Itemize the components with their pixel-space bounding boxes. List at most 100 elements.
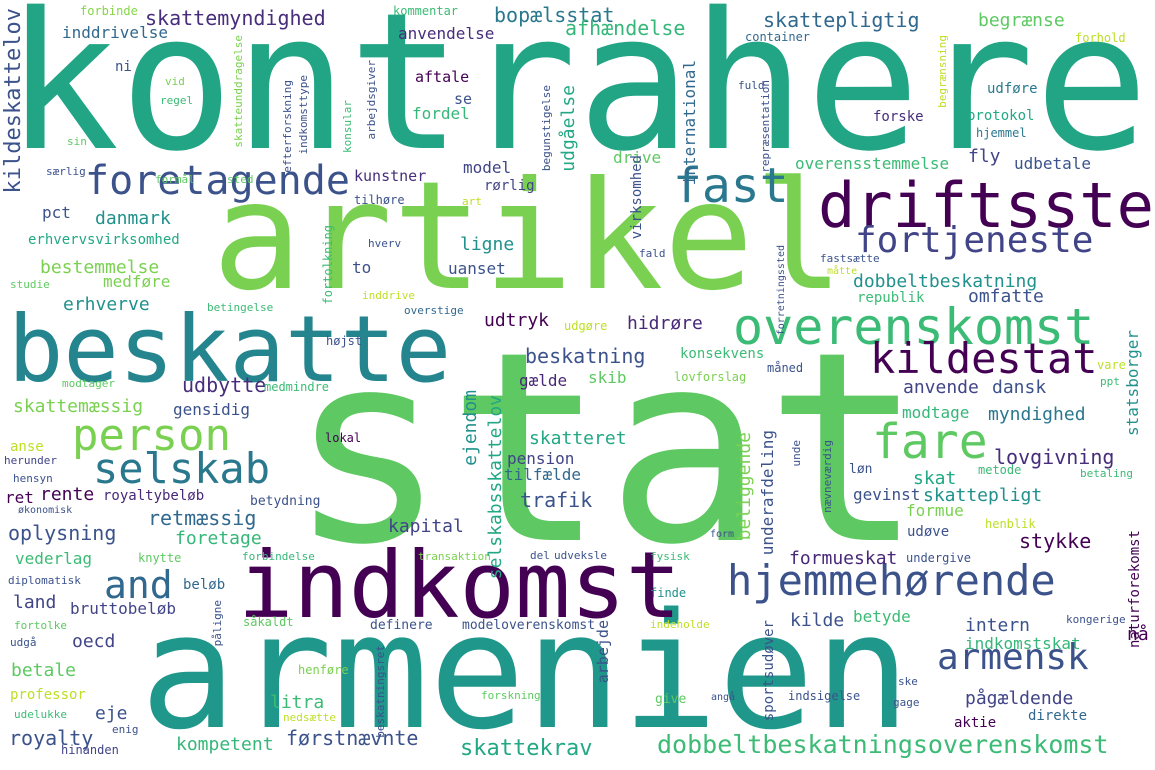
word-regel: regel <box>160 94 194 107</box>
word-indkomstskat: indkomstskat <box>965 634 1081 653</box>
word-arbejdsgiver: indkomsttype <box>297 75 310 155</box>
word-fald: fald <box>639 247 666 260</box>
word-intern: intern <box>965 615 1031 636</box>
word-gensidig: gensidig <box>173 400 251 419</box>
word-henblik: henblik <box>985 517 1036 531</box>
word-overstige: overstige <box>404 304 464 317</box>
word-pension: pension <box>507 449 575 468</box>
word-fastsaette: fastsætte <box>820 252 880 265</box>
word-bruttobelob: bruttobeløb <box>70 599 176 618</box>
word-skattemyndighed: skattemyndighed <box>145 6 326 30</box>
word-fare: fare <box>872 414 988 470</box>
word-na: nå <box>1127 624 1149 645</box>
word-definere: definere <box>370 618 433 633</box>
word-direkte: direkte <box>1028 708 1088 724</box>
word-hverv: hverv <box>368 237 402 250</box>
word-ret: ret <box>5 488 34 507</box>
word-fysisk: fysisk <box>650 550 690 563</box>
word-dobbeltbeskatning: dobbeltbeskatning <box>853 271 1038 292</box>
word-vid: vid <box>165 75 185 88</box>
word-sportsudover: arbejde <box>594 620 612 684</box>
word-skib: skib <box>588 368 627 387</box>
word-konsular: arbejdsgiver <box>365 60 378 140</box>
word-okonomisk: økonomisk <box>18 505 73 516</box>
word-overensstemmelse: overensstemmelse <box>795 154 950 173</box>
word-selskab: selskab <box>93 444 271 493</box>
word-fortjeneste: fortjeneste <box>855 220 1094 261</box>
word-begraensning: repræsentation <box>759 80 772 173</box>
word-danmark: danmark <box>95 208 171 229</box>
word-formueskat: formueskat <box>789 548 898 569</box>
word-skatteregel: nævneværdig <box>821 440 834 513</box>
word-lon: løn <box>849 462 873 477</box>
word-efterforskning: skatteunddragelse <box>232 35 245 148</box>
word-vederlag: vederlag <box>15 549 93 568</box>
word-udove: udøve <box>907 524 950 540</box>
word-fuld: fuld <box>738 79 765 92</box>
word-ske: ske <box>898 675 918 688</box>
word-forbinde: forbinde <box>80 4 138 18</box>
word-betaling: betaling <box>1080 467 1133 480</box>
word-ligne: ligne <box>460 234 515 255</box>
word-to: to <box>352 258 372 277</box>
word-afhaendelse: afhændelse <box>565 16 686 40</box>
word-sted: sted <box>227 173 254 186</box>
word-royaltybelob: royaltybeløb <box>103 488 205 504</box>
word-gaelde: gælde <box>519 371 568 390</box>
word-kapital: kapital <box>388 516 464 537</box>
word-bopaelsstat: bopælsstat <box>494 3 615 27</box>
word-forske: forske <box>873 109 924 125</box>
word-gevinst: gevinst <box>853 485 921 504</box>
word-vare: vare <box>1097 358 1126 372</box>
word-armenien: armenien <box>140 578 911 765</box>
word-kommentar: kommentar <box>393 4 459 18</box>
word-betydning: betydning <box>250 494 321 509</box>
word-ni: ni <box>115 59 132 75</box>
word-skattekrav: skattekrav <box>460 736 593 761</box>
word-skattepligtig: skattepligtig <box>763 8 920 32</box>
word-unde: forretningssted <box>776 245 787 336</box>
word-tilfaelde: tilfælde <box>504 465 582 484</box>
word-selskabsskattelov: virksomhed <box>629 155 645 240</box>
word-anse: anse <box>10 439 44 455</box>
word-maned: måned <box>767 361 804 375</box>
word-omfatte: omfatte <box>968 286 1044 307</box>
word-anvendelse: anvendelse <box>398 24 495 43</box>
word-virksomhed: international <box>680 60 699 186</box>
word-finde: finde <box>650 586 687 600</box>
word-arbejde: naturforekomst <box>1127 530 1143 649</box>
word-udtryk: udtryk <box>484 310 550 331</box>
word-formal: formål <box>155 173 195 186</box>
word-betale: betale <box>11 660 77 681</box>
word-retmaessig: retmæssig <box>148 506 257 530</box>
word-studie: studie <box>10 278 50 291</box>
word-udbetale: udbetale <box>1014 154 1092 173</box>
word-person: person <box>72 410 231 461</box>
word-udga: udgå <box>10 636 37 649</box>
word-foretagende: foretagende <box>85 158 350 204</box>
word-kongerige: kongerige <box>1066 613 1126 626</box>
word-formue: formue <box>906 501 964 520</box>
word-beskatte: beskatte <box>8 296 452 403</box>
word-skattemaessig: skattemæssig <box>13 396 144 417</box>
word-fortolkning: fortolkning <box>321 225 335 305</box>
word-overenskomst: overenskomst <box>733 298 1095 356</box>
word-metode: metode <box>978 463 1022 477</box>
word-form: form <box>710 529 735 540</box>
word-forhold: forhold <box>1075 31 1126 45</box>
word-matte: måtte <box>827 266 858 277</box>
word-knytte: knytte <box>138 551 182 565</box>
word-pagaeldende: pågældende <box>965 688 1074 709</box>
word-inddrive: inddrive <box>362 289 415 302</box>
word-forretningssted: begrænsning <box>936 35 949 108</box>
word-naturforekomst: statsborger <box>1123 330 1142 436</box>
word-hidrore: hidrøre <box>627 313 703 334</box>
word-hinanden: hinanden <box>61 743 119 757</box>
word-anvende: anvende <box>903 377 979 398</box>
word-undergive: undergive <box>906 551 972 565</box>
word-trafik: trafik <box>520 488 593 512</box>
word-ppt: ppt <box>1100 375 1120 388</box>
word-skattepligt: skattepligt <box>923 485 1043 506</box>
word-herunder: herunder <box>4 454 57 467</box>
